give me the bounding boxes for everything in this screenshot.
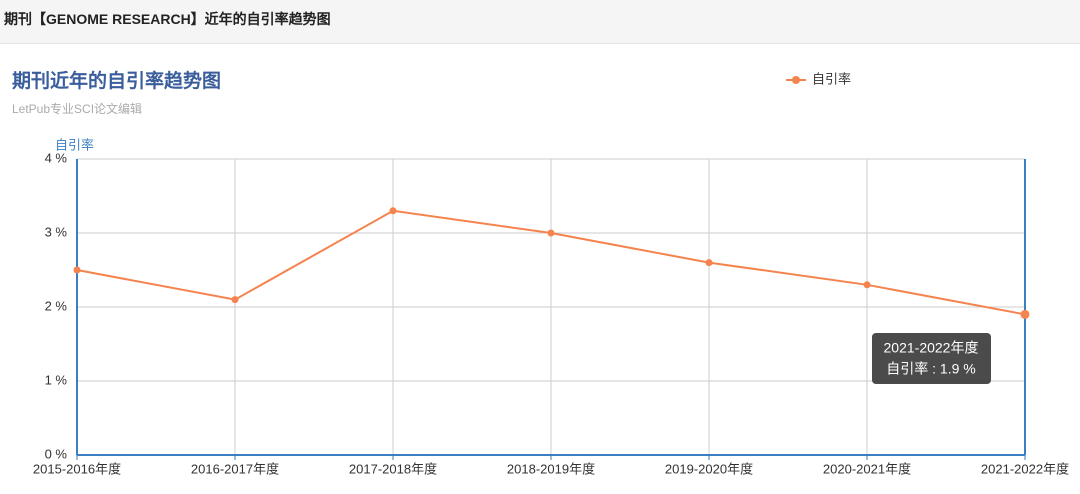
tooltip-title: 2021-2022年度: [884, 340, 979, 356]
y-tick-label: 1 %: [45, 372, 68, 387]
x-tick-label: 2015-2016年度: [33, 461, 121, 476]
data-point: [1020, 309, 1030, 319]
x-tick-label: 2018-2019年度: [507, 461, 595, 476]
tooltip-text: 自引率 : 1.9 %: [886, 361, 975, 377]
y-tick-label: 4 %: [45, 150, 68, 165]
x-tick-label: 2019-2020年度: [665, 461, 753, 476]
y-tick-label: 0 %: [45, 446, 68, 461]
x-tick-label: 2021-2022年度: [981, 461, 1069, 476]
data-point: [73, 266, 81, 274]
y-tick-label: 2 %: [45, 298, 68, 313]
data-point: [547, 229, 555, 237]
tooltip-box: [872, 333, 991, 384]
chart-subtitle: LetPub专业SCI论文编辑: [12, 101, 142, 116]
x-tick-label: 2016-2017年度: [191, 461, 279, 476]
header-title: 期刊【GENOME RESEARCH】近年的自引率趋势图: [0, 0, 1080, 44]
chart-title: 期刊近年的自引率趋势图: [12, 69, 221, 92]
y-tick-label: 3 %: [45, 224, 68, 239]
chart: 期刊近年的自引率趋势图 LetPub专业SCI论文编辑 自引率 0 % 1 % 2 …: [12, 69, 1069, 476]
legend-label: 自引率: [812, 71, 851, 86]
legend-marker: [792, 76, 800, 84]
data-point: [863, 281, 871, 289]
x-tick-label: 2017-2018年度: [349, 461, 437, 476]
x-tick-label: 2020-2021年度: [823, 461, 911, 476]
data-point: [389, 207, 397, 215]
data-point: [231, 296, 239, 304]
data-point: [705, 259, 713, 267]
y-axis-label: 自引率: [55, 137, 94, 152]
